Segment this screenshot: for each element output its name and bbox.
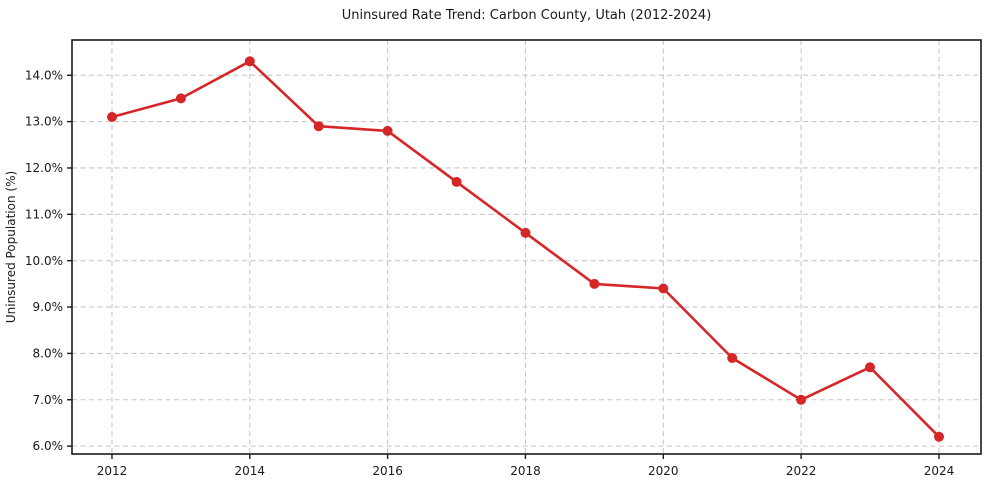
data-point-2022 bbox=[796, 394, 807, 405]
x-tick-label: 2024 bbox=[924, 464, 955, 478]
data-point-2019 bbox=[589, 278, 600, 289]
x-tick-label: 2016 bbox=[372, 464, 403, 478]
data-point-2018 bbox=[520, 227, 531, 238]
y-tick-label: 14.0% bbox=[25, 68, 63, 82]
y-tick-label: 9.0% bbox=[33, 300, 64, 314]
plot-area: 6.0% 7.0% 8.0% 9.0% 10.0% 11.0% 12.0% 13.0% 14.0… bbox=[25, 39, 982, 478]
x-tick-label: 2022 bbox=[786, 464, 817, 478]
y-tick-label: 11.0% bbox=[25, 207, 63, 221]
plot-border bbox=[71, 39, 982, 455]
y-axis-label: Uninsured Population (%) bbox=[4, 170, 18, 324]
data-point-2015 bbox=[313, 121, 324, 132]
data-point-2012 bbox=[107, 112, 117, 122]
y-tick-label: 8.0% bbox=[33, 346, 64, 360]
y-tick-label: 10.0% bbox=[25, 254, 63, 268]
x-tick-label: 2020 bbox=[648, 464, 679, 478]
y-tick-label: 6.0% bbox=[33, 439, 64, 453]
data-point-2013 bbox=[175, 93, 186, 104]
y-tick-label: 7.0% bbox=[33, 393, 64, 407]
data-point-2024 bbox=[934, 431, 944, 442]
y-tick-label: 13.0% bbox=[25, 115, 63, 129]
chart-title: Uninsured Rate Trend: Carbon County, Uta… bbox=[341, 8, 712, 23]
data-point-2016 bbox=[382, 125, 393, 136]
data-point-2023 bbox=[865, 362, 875, 373]
x-tick-label: 2014 bbox=[235, 464, 266, 478]
x-tick-label: 2012 bbox=[97, 464, 128, 478]
data-point-2017 bbox=[451, 176, 462, 187]
y-tick-label: 12.0% bbox=[25, 161, 63, 175]
x-tick-label: 2018 bbox=[510, 464, 541, 478]
data-point-2020 bbox=[658, 283, 669, 294]
data-point-2021 bbox=[727, 353, 738, 363]
data-point-2014 bbox=[244, 56, 255, 67]
